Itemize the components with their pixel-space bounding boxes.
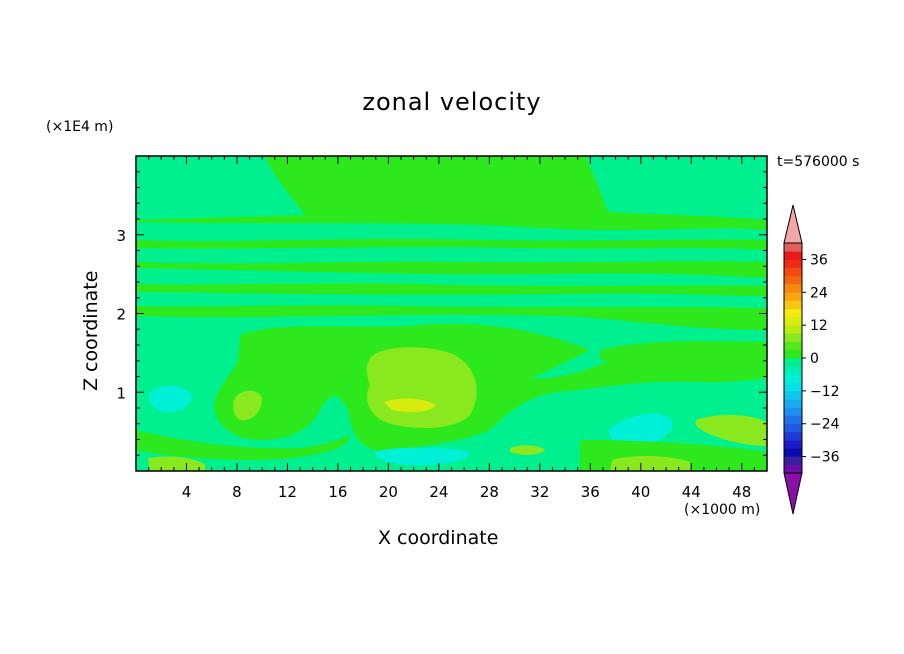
colorbar-segment [784,349,802,359]
left-cyan-patch [148,385,192,413]
colorbar-tick-label: 36 [810,252,828,268]
colorbar-segment [784,374,802,383]
x-tick-label: 32 [530,483,549,501]
upper-left-cyangreen-patch [136,156,305,220]
chart-title: zonal velocity [362,88,542,116]
colorbar-tick-label: −12 [810,384,840,400]
colorbar-segment [784,316,802,326]
colorbar-segment [784,259,802,268]
bottom-mid-yellowgreen [510,445,545,455]
y-tick-label: 3 [116,227,126,245]
central-yellowgreen-blob [366,347,477,428]
x-tick-label: 36 [581,483,600,501]
colorbar-segment [784,325,802,334]
colorbar-segment [784,300,802,310]
x-axis-tick-labels: 4 8 12 16 20 24 28 32 36 40 44 48 [182,483,752,501]
colorbar-tick-label: −24 [810,417,840,433]
right-yellowgreen-patch [695,414,767,446]
colorbar-segment [784,448,802,457]
left-yellowgreen-patch [233,390,262,421]
colorbar-under-triangle [783,472,803,515]
x-tick-label: 48 [732,483,751,501]
band-top-cyan [136,222,767,242]
colorbar-segment [784,341,802,351]
colorbar-over-triangle [783,204,803,244]
right-cyan-patch [609,413,673,446]
colorbar-segment [784,333,802,342]
colorbar-segment [784,440,802,449]
x-tick-label: 4 [182,483,192,501]
colorbar-tick-label: −36 [810,450,840,466]
bottom-yellowgreen-right-2 [610,456,690,471]
bottom-yellowgreen-left [148,456,205,471]
time-label: t=576000 s [777,154,860,170]
colorbar-segment [784,358,802,367]
colorbar-tick-label: 0 [810,351,819,367]
colorbar-segment [784,366,802,375]
x-axis-unit-label: (×1000 m) [684,502,761,518]
x-tick-label: 24 [429,483,448,501]
x-tick-label: 16 [328,483,347,501]
colorbar-segment [784,275,802,285]
x-axis-label: X coordinate [378,527,499,549]
central-yellow-core [384,398,436,413]
colorbar-segment [784,292,802,301]
colorbar-segment [784,464,802,474]
colorbar-segment [784,407,802,416]
y-axis-label: Z coordinate [80,270,102,391]
upper-right-cyangreen-patch [585,156,767,220]
colorbar [783,204,806,515]
x-tick-label: 44 [682,483,701,501]
band-3 [136,292,767,308]
colorbar-tick-label: 24 [810,285,828,301]
x-tick-label: 8 [232,483,242,501]
colorbar-segment [784,390,802,400]
y-axis-ticks [136,171,767,456]
colorbar-segment [784,456,802,466]
x-tick-label: 40 [631,483,650,501]
colorbar-tick-label: 12 [810,318,828,334]
y-axis-unit-label: (×1E4 m) [46,119,114,135]
colorbar-segment [784,382,802,392]
colorbar-segment [784,284,802,293]
right-green-region [600,340,767,378]
x-tick-label: 28 [480,483,499,501]
colorbar-segment [784,243,802,252]
colorbar-tick-labels: 36 24 12 0 −12 −24 −36 [810,252,840,465]
colorbar-segment [784,267,802,277]
x-tick-label: 12 [278,483,297,501]
colorbar-segment [784,431,802,441]
colorbar-segment [784,415,802,425]
x-tick-label: 20 [379,483,398,501]
y-tick-label: 1 [116,384,126,402]
x-axis-ticks [148,156,755,471]
bottom-green-strip-left [136,430,350,460]
colorbar-segment [784,308,802,318]
colorbar-segment [784,399,802,408]
band-1 [136,247,767,264]
y-tick-label: 2 [116,306,126,324]
bottom-cyan-patch [374,447,470,466]
band-2 [136,268,767,286]
contour-field [136,156,767,471]
colorbar-segment [784,423,802,433]
lower-cyangreen-region [136,328,767,471]
y-axis-tick-labels: 1 2 3 [116,227,126,403]
colorbar-segment [784,251,802,260]
